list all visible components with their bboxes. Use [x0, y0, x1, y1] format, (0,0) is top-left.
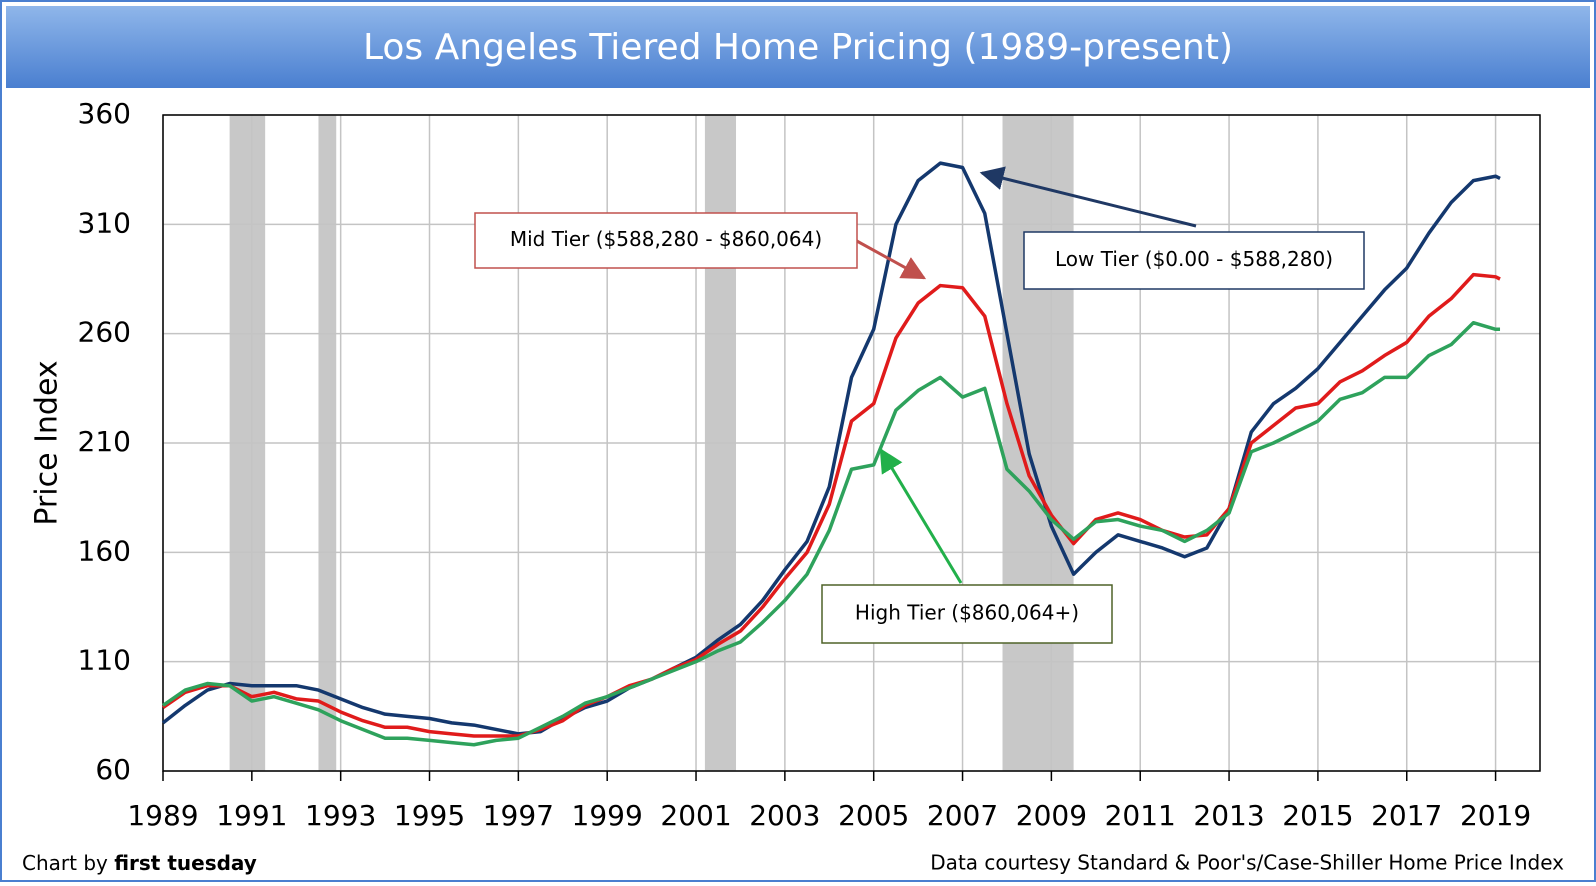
x-tick-label: 1989 [127, 799, 198, 832]
x-tick-label: 2007 [927, 799, 998, 832]
credit-name: first tuesday [114, 851, 257, 875]
series-line [161, 161, 1501, 736]
annotation-arrow [854, 238, 927, 280]
source-note: Data courtesy Standard & Poor's/Case-Shi… [930, 851, 1564, 875]
annotations: Mid Tier ($588,280 - $860,064) Low Tier (… [474, 166, 1365, 644]
x-tick-label: 2013 [1193, 799, 1264, 832]
x-tick-label: 2015 [1282, 799, 1353, 832]
annotation-box [821, 584, 1113, 644]
y-tick-label: 160 [78, 534, 131, 567]
annotation-box [1023, 231, 1365, 290]
x-tick-label: 1997 [483, 799, 554, 832]
x-tick-label: 2009 [1016, 799, 1087, 832]
annotation-text: Low Tier ($0.00 - $588,280) [1055, 247, 1333, 271]
y-tick-label: 360 [78, 97, 131, 130]
y-tick-label: 310 [78, 206, 131, 239]
y-tick-label: 210 [78, 425, 131, 458]
x-tick-label: 1995 [394, 799, 465, 832]
annotation-arrow [979, 166, 1197, 228]
series-line [162, 320, 1501, 747]
chart-title: Los Angeles Tiered Home Pricing (1989-pr… [363, 27, 1233, 68]
x-tick-label: 2019 [1460, 799, 1531, 832]
y-axis-label: Price Index [30, 360, 65, 525]
x-tick-label: 1999 [572, 799, 643, 832]
annotation-text: Mid Tier ($588,280 - $860,064) [510, 227, 822, 251]
y-tick-label: 260 [78, 316, 131, 349]
title-bar [6, 6, 1590, 88]
x-tick-label: 2005 [838, 799, 909, 832]
y-tick-label: 110 [78, 644, 131, 677]
annotation-box [474, 212, 858, 269]
x-tick-label: 1993 [305, 799, 376, 832]
annotation-text: High Tier ($860,064+) [855, 601, 1079, 625]
series-line [162, 272, 1501, 738]
plot-border [162, 114, 1541, 772]
x-tick-label: 2003 [749, 799, 820, 832]
credit-prefix: Chart by [22, 851, 108, 875]
plot-area: 60 110 160 210 260 310 360 1989 1991 1993 1995 1997… [78, 97, 1541, 832]
credit: Chart by first tuesday [22, 851, 257, 875]
x-tick-label: 1991 [216, 799, 287, 832]
x-tick-label: 2017 [1371, 799, 1442, 832]
annotation-arrow [879, 447, 963, 584]
y-tick-label: 60 [95, 753, 131, 786]
x-tick-label: 2001 [660, 799, 731, 832]
x-tick-label: 2011 [1105, 799, 1176, 832]
